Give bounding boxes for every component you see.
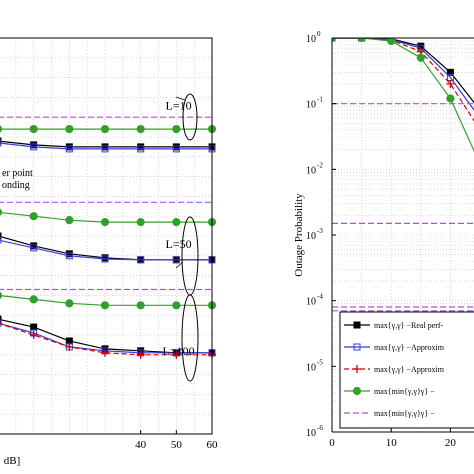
series-line-blue-square-6 [0,239,212,261]
data-point-black-square [0,315,2,323]
data-point-green-circle [136,218,145,227]
x-tick-label: 50 [171,439,183,451]
y-tick-label: 10 [306,428,316,439]
series-line-green-circle-3 [332,38,474,153]
annotation-label: L=10 [166,98,192,112]
legend-label: max{γ,γ} −Approxim [374,343,445,352]
x-axis-label: dB] [4,455,21,467]
data-point-green-circle [0,208,3,216]
annotation-label: L=100 [163,344,195,358]
data-point-green-circle [387,38,396,46]
data-point-blue-square [0,236,2,244]
legend-marker [353,365,361,373]
data-point-blue-square [30,244,38,252]
curve-group-ellipse [181,294,199,382]
data-point-blue-square [137,256,145,264]
data-point-green-circle [29,212,38,221]
data-point-green-circle [100,301,110,310]
data-point-red-plus [65,342,74,351]
data-point-blue-square [172,145,180,153]
data-point-red-plus [0,322,2,324]
data-point-red-plus [136,350,145,359]
y-tick-label: 10 [306,362,316,373]
data-point-green-circle [416,53,425,62]
data-point-red-plus [172,350,181,359]
legend-label: max{γ,γ} −Real perf- [374,321,444,330]
data-point-blue-square [137,145,145,153]
left-plot-frame [0,37,213,435]
y-tick-exponent: -5 [317,358,323,366]
y-tick-label: 10 [306,297,316,308]
x-tick-label: 0 [329,437,335,449]
series-line-blue-square-1 [332,38,474,111]
x-tick-label: 20 [445,437,457,449]
series-line-blue-square-2 [0,142,212,150]
legend-marker [352,386,362,396]
y-tick-label: 10 [306,165,316,176]
data-point-green-circle [136,124,145,134]
series-line-black-square-0 [332,38,474,104]
y-tick-exponent: -2 [317,161,323,169]
y-tick-exponent: -1 [317,96,323,104]
data-point-green-circle [100,124,110,134]
data-point-blue-square [65,145,73,153]
x-tick-label: 40 [135,439,147,451]
data-point-green-circle [172,301,181,310]
partial-text: onding [2,180,30,191]
y-tick-exponent: -4 [317,293,323,301]
data-point-green-circle [65,124,74,134]
data-point-green-circle [29,295,38,304]
legend-label: max{min{γ,γ}γ} − [374,409,435,418]
data-point-red-plus [446,79,455,88]
data-point-red-plus [101,348,109,357]
data-point-black-square [0,232,2,240]
legend-label: max{min{γ,γ}γ} − [374,387,435,396]
data-point-green-circle [446,94,455,103]
x-tick-label: 10 [386,437,398,449]
y-tick-label: 10 [306,34,316,45]
data-point-blue-square [0,139,2,147]
data-point-green-circle [172,124,181,134]
legend-label: max{γ,γ} −Approxim [374,365,445,374]
data-point-green-circle [65,216,74,225]
data-point-red-plus [29,331,38,339]
data-point-blue-square [101,145,109,153]
x-tick-label: 60 [207,439,219,451]
right-plot-area [332,38,474,432]
legend-marker [353,321,361,329]
annotation-leader [177,347,184,353]
data-point-blue-square [65,252,73,260]
data-point-green-circle [0,125,3,133]
y-axis-label: Outage Probability [293,193,305,277]
data-point-green-circle [65,299,74,308]
y-tick-exponent: 0 [317,30,321,38]
curve-group-ellipse [182,93,198,141]
data-point-black-square [446,68,454,76]
y-tick-exponent: -3 [317,227,323,235]
data-point-blue-square [30,143,38,151]
data-point-green-circle [29,124,38,134]
data-point-green-circle [172,218,181,227]
y-tick-label: 10 [306,231,316,242]
data-point-green-circle [100,218,110,227]
data-point-blue-square [172,256,180,264]
annotation-leader [175,96,186,101]
annotation-label: L=50 [166,237,192,251]
legend-marker [353,343,361,351]
y-tick-label: 10 [306,100,316,111]
annotation-leader [175,261,184,269]
series-line-red-plus-2 [332,38,474,122]
y-tick-exponent: -6 [317,424,323,432]
data-point-blue-square [101,255,109,263]
legend-box [339,311,474,429]
data-point-green-circle [136,301,145,310]
data-point-black-square [30,323,38,331]
partial-text: er point [2,168,33,179]
data-point-green-circle [0,291,3,299]
